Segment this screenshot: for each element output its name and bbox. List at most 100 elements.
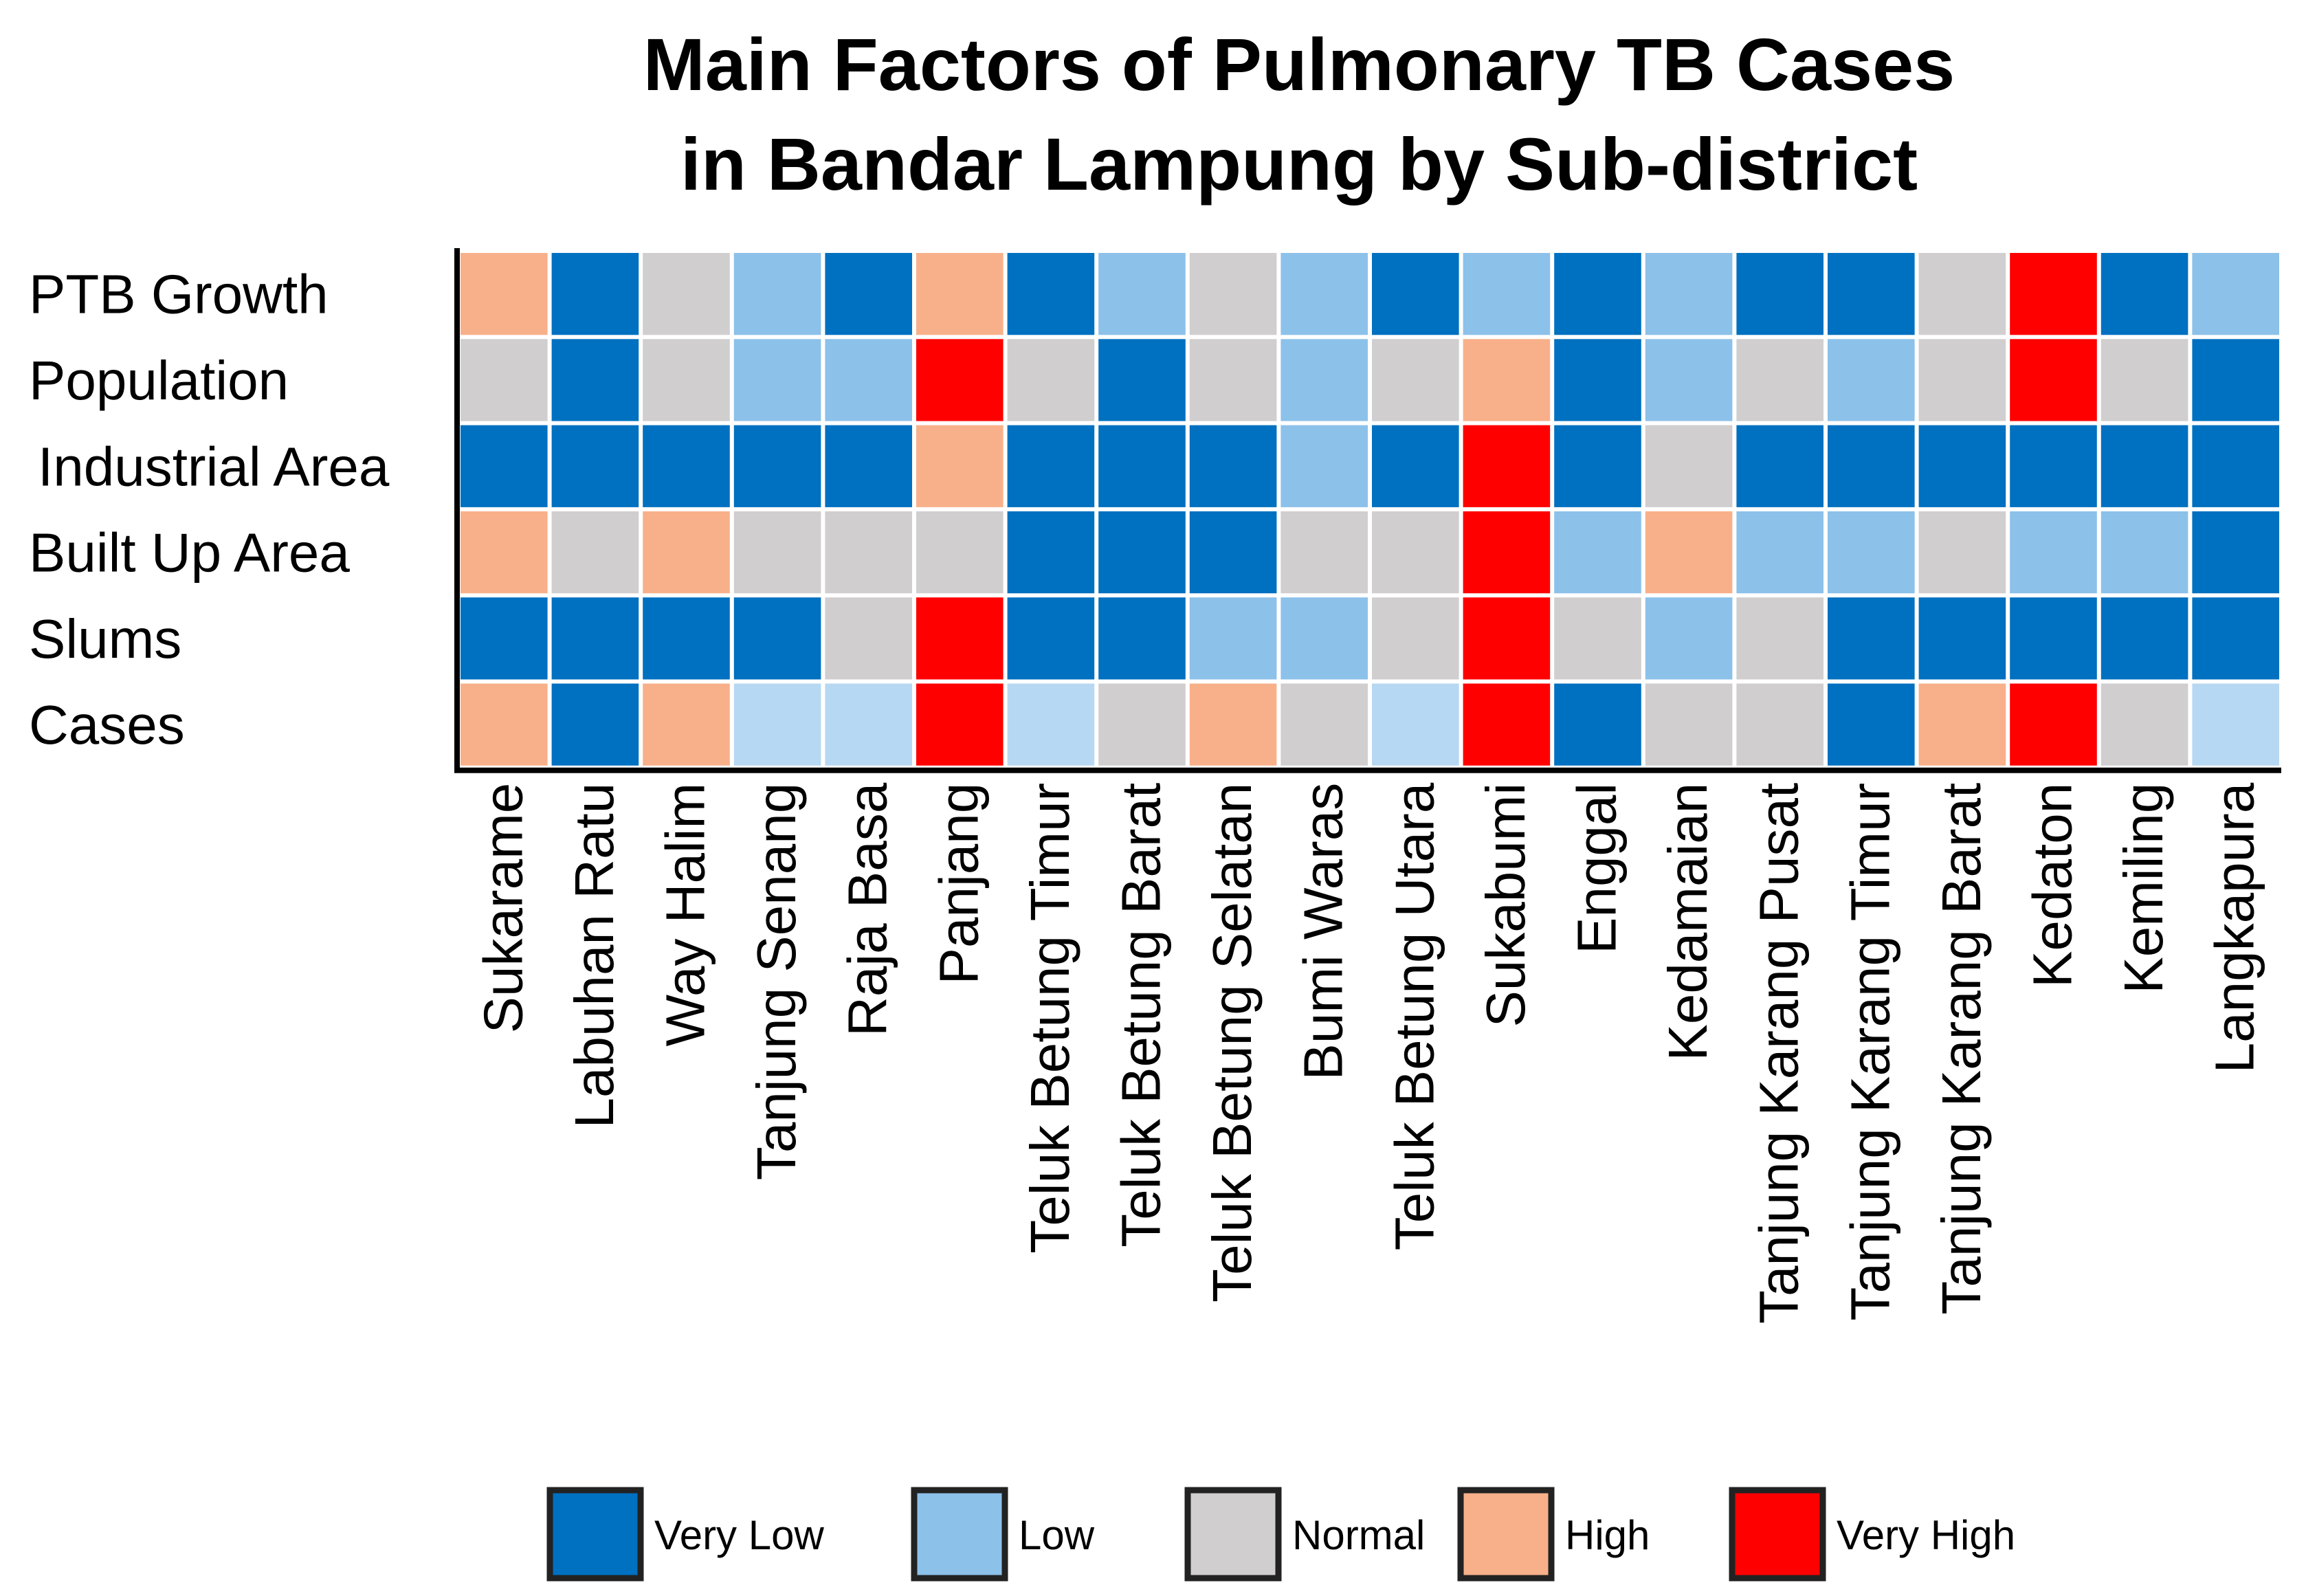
- row-label-population: Population: [29, 350, 289, 411]
- cell-cases-bumi-waras: [1281, 683, 1368, 766]
- row-label-cases: Cases: [29, 694, 185, 755]
- cell-ptb-growth-teluk-betung-selatan: [1189, 253, 1277, 335]
- cell-ptb-growth-tanjung-karang-timur: [1828, 253, 1915, 335]
- cell-cases-sukabumi: [1463, 683, 1551, 766]
- cell-built-up-area-enggal: [1554, 511, 1641, 594]
- cell-slums-tanjung-karang-barat: [1918, 597, 2006, 680]
- column-label-tanjung-karang-pusat: Tanjung Karang Pusat: [1749, 783, 1810, 1324]
- cell-population-kedaton: [2010, 339, 2097, 421]
- cell-slums-sukarame: [461, 597, 548, 680]
- cell-ptb-growth-bumi-waras: [1281, 253, 1368, 335]
- cell-built-up-area-langkapura: [2192, 511, 2279, 594]
- cell-industrial-area-tanjung-karang-timur: [1828, 425, 1915, 507]
- cell-slums-teluk-betung-timur: [1007, 597, 1095, 680]
- heatmap-axes: [454, 248, 2281, 773]
- column-label-sukarame: Sukarame: [472, 783, 533, 1034]
- row-label-built-up-area: Built Up Area: [29, 522, 350, 584]
- cell-ptb-growth-teluk-betung-timur: [1007, 253, 1095, 335]
- cell-population-tanjung-karang-pusat: [1736, 339, 1823, 421]
- cell-slums-kedaton: [2010, 597, 2097, 680]
- cell-built-up-area-kemiling: [2100, 511, 2188, 594]
- cell-cases-kedaton: [2010, 683, 2097, 766]
- cell-population-tanjung-senang: [733, 339, 821, 421]
- column-label-enggal: Enggal: [1566, 783, 1628, 954]
- cell-built-up-area-tanjung-karang-timur: [1828, 511, 1915, 594]
- cell-industrial-area-raja-basa: [825, 425, 912, 507]
- cell-industrial-area-panjang: [916, 425, 1004, 507]
- cell-industrial-area-enggal: [1554, 425, 1641, 507]
- cell-industrial-area-teluk-betung-utara: [1372, 425, 1459, 507]
- cell-industrial-area-sukabumi: [1463, 425, 1551, 507]
- cell-ptb-growth-enggal: [1554, 253, 1641, 335]
- cell-cases-langkapura: [2192, 683, 2279, 766]
- column-label-tanjung-karang-timur: Tanjung Karang Timur: [1839, 783, 1900, 1321]
- cell-slums-langkapura: [2192, 597, 2279, 680]
- cell-population-tanjung-karang-barat: [1918, 339, 2006, 421]
- cell-industrial-area-kedamaian: [1645, 425, 1733, 507]
- cell-slums-enggal: [1554, 597, 1641, 680]
- cell-cases-teluk-betung-selatan: [1189, 683, 1277, 766]
- cell-slums-teluk-betung-barat: [1098, 597, 1186, 680]
- chart-title-line-1: Main Factors of Pulmonary TB Cases: [643, 23, 1955, 106]
- column-label-kemiling: Kemiling: [2113, 783, 2174, 994]
- column-label-teluk-betung-timur: Teluk Betung Timur: [1019, 783, 1080, 1254]
- cell-cases-enggal: [1554, 683, 1641, 766]
- cell-slums-kemiling: [2100, 597, 2188, 680]
- cell-cases-teluk-betung-timur: [1007, 683, 1095, 766]
- cell-population-enggal: [1554, 339, 1641, 421]
- cell-ptb-growth-kemiling: [2100, 253, 2188, 335]
- cell-industrial-area-teluk-betung-timur: [1007, 425, 1095, 507]
- cell-population-bumi-waras: [1281, 339, 1368, 421]
- cell-population-kemiling: [2100, 339, 2188, 421]
- cell-population-sukarame: [461, 339, 548, 421]
- cell-industrial-area-tanjung-karang-pusat: [1736, 425, 1823, 507]
- cell-cases-labuhan-ratu: [551, 683, 639, 766]
- cell-population-sukabumi: [1463, 339, 1551, 421]
- cell-built-up-area-raja-basa: [825, 511, 912, 594]
- cell-population-teluk-betung-barat: [1098, 339, 1186, 421]
- cell-cases-tanjung-karang-pusat: [1736, 683, 1823, 766]
- column-label-langkapura: Langkapura: [2204, 782, 2265, 1073]
- cell-population-raja-basa: [825, 339, 912, 421]
- cell-slums-teluk-betung-utara: [1372, 597, 1459, 680]
- column-label-bumi-waras: Bumi Waras: [1293, 783, 1354, 1080]
- cell-built-up-area-tanjung-karang-pusat: [1736, 511, 1823, 594]
- cell-cases-panjang: [916, 683, 1004, 766]
- column-label-labuhan-ratu: Labuhan Ratu: [564, 783, 625, 1129]
- cell-ptb-growth-labuhan-ratu: [551, 253, 639, 335]
- cell-cases-tanjung-senang: [733, 683, 821, 766]
- column-label-way-halim: Way Halim: [655, 783, 716, 1047]
- cell-cases-kemiling: [2100, 683, 2188, 766]
- column-label-teluk-betung-utara: Teluk Betung Utara: [1384, 782, 1445, 1250]
- cell-slums-kedamaian: [1645, 597, 1733, 680]
- cell-slums-labuhan-ratu: [551, 597, 639, 680]
- cell-slums-sukabumi: [1463, 597, 1551, 680]
- cell-industrial-area-teluk-betung-barat: [1098, 425, 1186, 507]
- cell-cases-raja-basa: [825, 683, 912, 766]
- cell-industrial-area-way-halim: [643, 425, 730, 507]
- cell-slums-teluk-betung-selatan: [1189, 597, 1277, 680]
- column-label-tanjung-karang-barat: Tanjung Karang Barat: [1931, 783, 1992, 1315]
- cell-industrial-area-langkapura: [2192, 425, 2279, 507]
- cell-ptb-growth-tanjung-karang-pusat: [1736, 253, 1823, 335]
- cell-ptb-growth-tanjung-senang: [733, 253, 821, 335]
- cell-industrial-area-teluk-betung-selatan: [1189, 425, 1277, 507]
- cell-industrial-area-tanjung-senang: [733, 425, 821, 507]
- cell-population-tanjung-karang-timur: [1828, 339, 1915, 421]
- legend-label-very-high: Very High: [1837, 1512, 2015, 1558]
- column-label-raja-basa: Raja Basa: [837, 782, 898, 1037]
- legend-label-normal: Normal: [1292, 1512, 1425, 1558]
- cell-slums-tanjung-karang-pusat: [1736, 597, 1823, 680]
- cell-built-up-area-labuhan-ratu: [551, 511, 639, 594]
- cell-ptb-growth-langkapura: [2192, 253, 2279, 335]
- column-label-kedaton: Kedaton: [2022, 783, 2083, 988]
- legend-swatch-high: [1457, 1487, 1555, 1582]
- cell-ptb-growth-teluk-betung-barat: [1098, 253, 1186, 335]
- legend-swatch-very-high: [1729, 1487, 1826, 1582]
- cell-built-up-area-bumi-waras: [1281, 511, 1368, 594]
- legend: Very Low Low Normal High Very High: [546, 1487, 2015, 1582]
- cell-built-up-area-sukabumi: [1463, 511, 1551, 594]
- cell-population-teluk-betung-timur: [1007, 339, 1095, 421]
- column-label-tanjung-senang: Tanjung Senang: [746, 783, 807, 1180]
